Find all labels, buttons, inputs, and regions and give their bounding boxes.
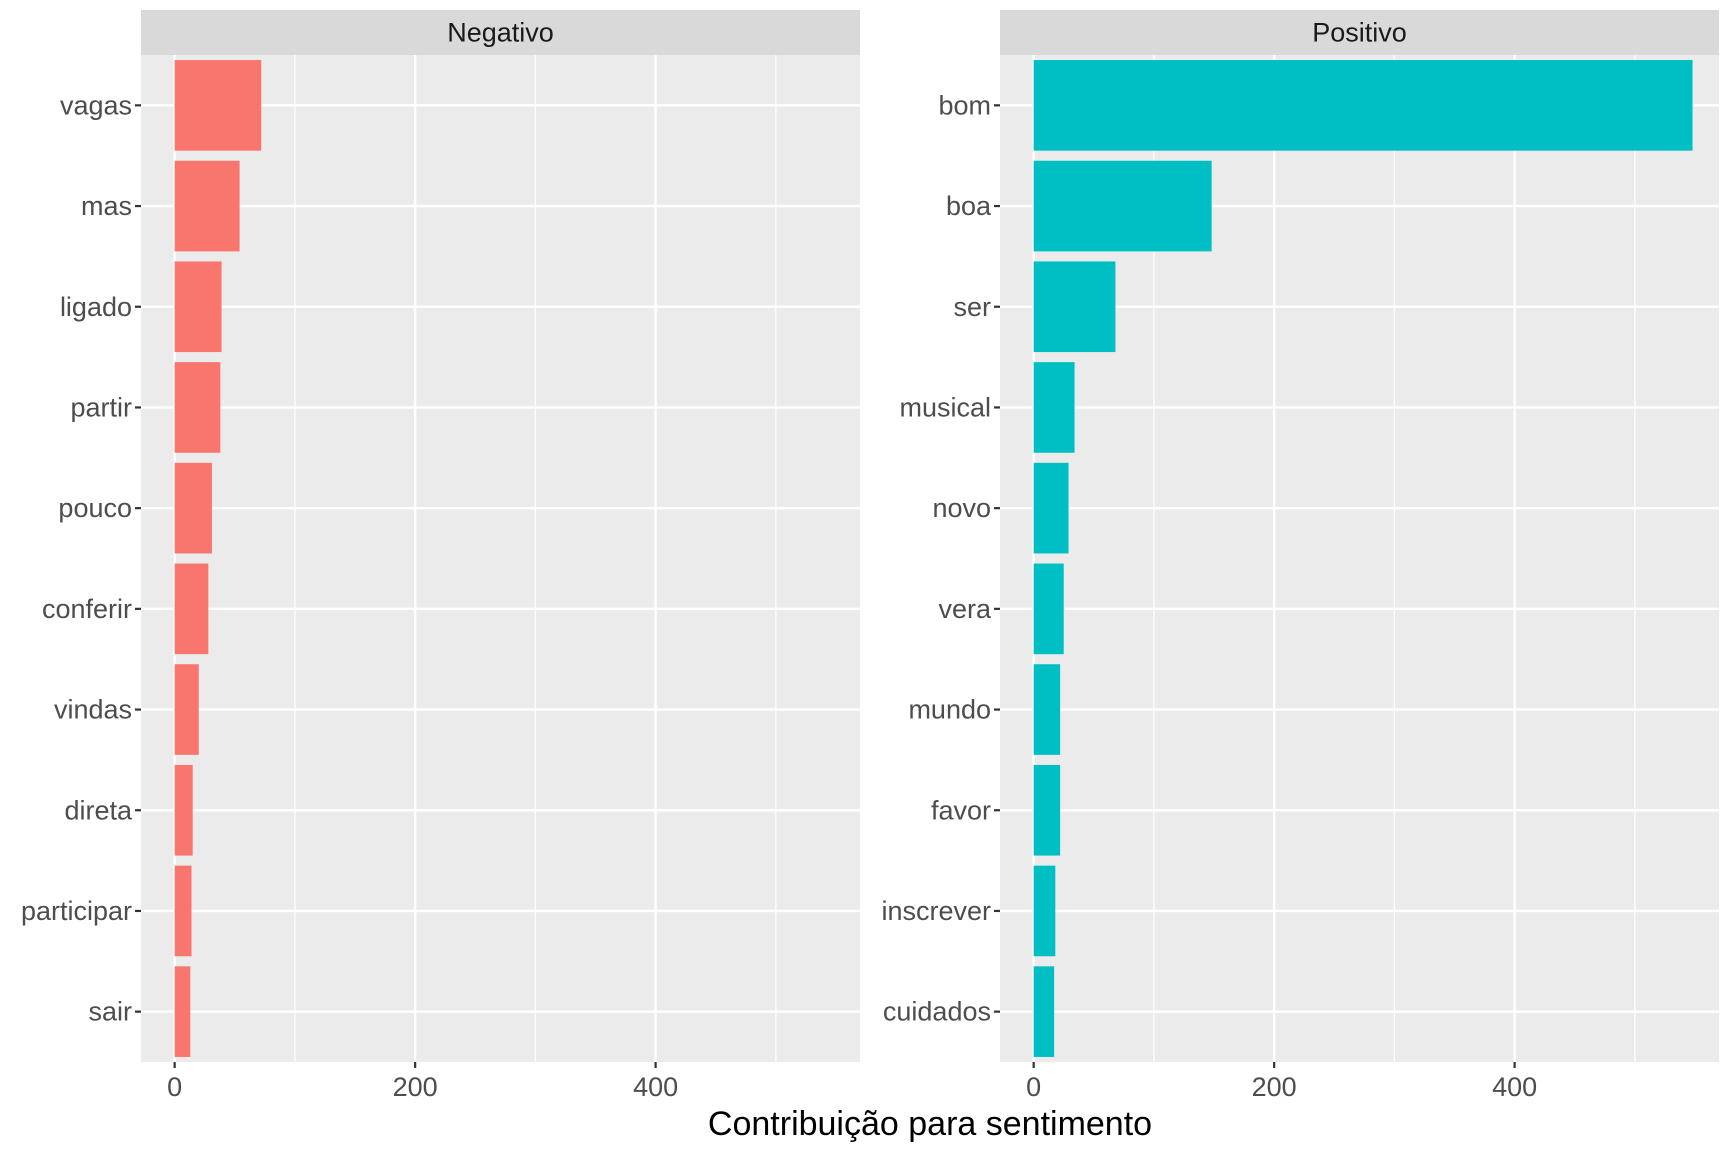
bar-partir: [174, 362, 221, 453]
category-label-sair: sair: [88, 997, 132, 1027]
category-label-participar: participar: [21, 896, 132, 926]
category-label-pouco: pouco: [58, 493, 132, 523]
category-label-bom: bom: [938, 90, 991, 120]
x-tick-label: 200: [393, 1072, 438, 1102]
bar-pouco: [174, 462, 212, 554]
bar-mas: [174, 160, 240, 252]
bar-musical: [1033, 362, 1075, 453]
category-label-musical: musical: [899, 392, 991, 422]
x-tick-label: 0: [167, 1072, 182, 1102]
bar-vagas: [174, 60, 262, 151]
bar-conferir: [174, 563, 209, 655]
bar-direta: [174, 764, 193, 856]
bar-vera: [1033, 563, 1064, 655]
x-tick-label: 0: [1026, 1072, 1041, 1102]
x-tick-label: 200: [1252, 1072, 1297, 1102]
strip-background: [141, 10, 860, 55]
bar-bom: [1033, 60, 1693, 151]
strip-label-positivo: Positivo: [1312, 18, 1407, 48]
bar-inscrever: [1033, 865, 1056, 957]
bar-participar: [174, 865, 192, 957]
category-label-cuidados: cuidados: [883, 997, 991, 1027]
x-tick-label: 400: [633, 1072, 678, 1102]
bar-boa: [1033, 160, 1212, 252]
bar-favor: [1033, 764, 1061, 856]
facet-panel-positivo: Positivo bom boa ser musical novo vera mundo fav…: [881, 10, 1719, 1102]
category-label-mundo: mundo: [908, 695, 991, 725]
bar-ligado: [174, 261, 222, 353]
category-label-inscrever: inscrever: [881, 896, 991, 926]
bar-cuidados: [1033, 966, 1055, 1057]
category-label-ligado: ligado: [60, 292, 132, 322]
bar-vindas: [174, 664, 199, 755]
x-tick-label: 400: [1492, 1072, 1537, 1102]
x-axis-title: Contribuição para sentimento: [708, 1105, 1152, 1143]
category-label-vagas: vagas: [60, 90, 132, 120]
category-label-boa: boa: [946, 191, 992, 221]
bar-sair: [174, 966, 191, 1057]
bar-ser: [1033, 261, 1116, 353]
facet-panel-negativo: Negativo vagas mas ligado partir pouco conferi…: [21, 10, 860, 1102]
category-label-conferir: conferir: [42, 594, 132, 624]
category-label-favor: favor: [931, 795, 991, 825]
category-label-partir: partir: [70, 392, 132, 422]
strip-label-negativo: Negativo: [447, 18, 554, 48]
category-label-direta: direta: [64, 795, 133, 825]
category-label-mas: mas: [81, 191, 132, 221]
category-label-novo: novo: [932, 493, 991, 523]
category-label-ser: ser: [953, 292, 991, 322]
category-label-vindas: vindas: [54, 695, 132, 725]
panel-background: [141, 55, 860, 1062]
bar-novo: [1033, 462, 1069, 554]
category-label-vera: vera: [938, 594, 992, 624]
strip-background: [1000, 10, 1719, 55]
facet-panels: Negativo vagas mas ligado partir pouco conferi…: [21, 10, 1719, 1102]
bar-mundo: [1033, 664, 1061, 755]
